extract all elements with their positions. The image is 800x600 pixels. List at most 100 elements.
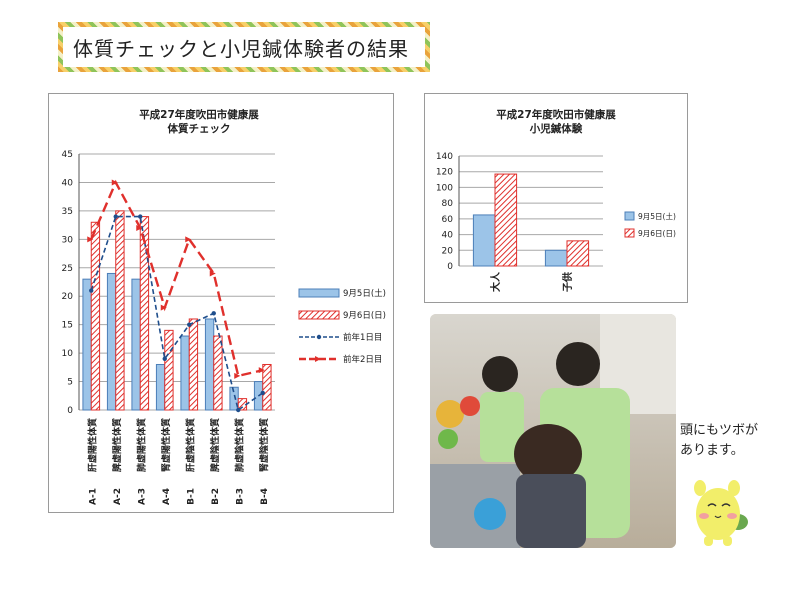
category-label: 腎虚陽性体質 xyxy=(160,418,172,472)
category-label-group: 大人 xyxy=(489,271,502,292)
legend-label: 前年1日目 xyxy=(343,332,382,343)
category-label-group: 肝虚陽性体質 xyxy=(86,418,98,472)
y-tick-label: 120 xyxy=(436,168,453,178)
bar xyxy=(82,278,92,411)
y-tick-label: 40 xyxy=(62,178,74,188)
y-tick-label: 35 xyxy=(62,207,73,217)
category-code-group: B-3 xyxy=(235,488,245,505)
chart-title: 小児鍼体験 xyxy=(529,122,583,135)
category-code-group: B-1 xyxy=(186,488,196,505)
y-tick-label: 5 xyxy=(67,378,73,388)
series-point xyxy=(211,311,216,316)
y-tick-label: 25 xyxy=(62,264,73,274)
category-label: 脾虚陽性体質 xyxy=(111,418,123,473)
y-tick-label: 30 xyxy=(62,235,74,245)
category-label: 腎虚陰性体質 xyxy=(258,418,270,472)
legend-swatch xyxy=(298,310,340,320)
category-code-group: A-4 xyxy=(162,488,172,505)
legend-swatch xyxy=(624,211,635,221)
category-label: 脾虚陰性体質 xyxy=(209,418,221,473)
category-code-label: B-1 xyxy=(186,488,196,505)
category-code-label: A-1 xyxy=(88,488,98,505)
bar xyxy=(155,363,166,411)
bar xyxy=(566,240,590,267)
category-label: 大人 xyxy=(489,271,502,292)
series-point xyxy=(234,372,241,379)
event-photo xyxy=(430,314,676,548)
y-tick-label: 20 xyxy=(442,246,454,256)
category-code-group: B-2 xyxy=(211,488,221,505)
category-label: 肝虚陰性体質 xyxy=(184,418,196,472)
series-point xyxy=(136,224,143,231)
legend-label: 9月6日(日) xyxy=(343,311,386,321)
series-point xyxy=(258,367,265,374)
category-code-label: A-3 xyxy=(137,488,147,505)
y-tick-label: 100 xyxy=(436,183,453,193)
category-label-group: 肺虚陰性体質 xyxy=(233,418,245,472)
series-point xyxy=(209,270,216,277)
series-point xyxy=(162,356,167,361)
pediatric-acupuncture-chart: 平成27年度吹田市健康展 小児鍼体験 0 20 40 60 80 100 120 140 大人 子供 9… xyxy=(424,93,688,303)
category-code-group: A-3 xyxy=(137,488,147,505)
bar xyxy=(106,272,117,411)
series-point xyxy=(138,214,143,219)
bar xyxy=(213,335,223,411)
category-label: 肝虚陽性体質 xyxy=(86,418,98,472)
series-point xyxy=(113,214,118,219)
chart-title: 平成27年度吹田市健康展 xyxy=(139,108,259,121)
y-tick-label: 40 xyxy=(442,231,454,241)
bar xyxy=(164,329,174,411)
category-label-group: 子供 xyxy=(561,272,574,292)
series-line xyxy=(90,179,264,378)
y-tick-label: 80 xyxy=(442,199,454,209)
chart-title: 平成27年度吹田市健康展 xyxy=(496,108,616,121)
bar xyxy=(180,335,190,411)
bar xyxy=(131,278,141,411)
category-label-group: 肺虚陽性体質 xyxy=(135,418,147,472)
category-code-label: B-4 xyxy=(260,488,270,505)
y-tick-label: 10 xyxy=(62,349,74,359)
mascot-character-icon xyxy=(686,470,756,550)
legend-label: 前年2日目 xyxy=(343,354,382,365)
legend-marker xyxy=(315,356,321,362)
bar xyxy=(544,249,568,267)
y-tick-label: 20 xyxy=(62,292,74,302)
series-point xyxy=(87,236,94,243)
category-label: 子供 xyxy=(561,272,574,292)
page-title: 体質チェックと小児鍼体験者の結果 xyxy=(63,27,425,67)
series-point xyxy=(185,236,192,243)
bar xyxy=(494,173,518,267)
y-tick-label: 45 xyxy=(62,150,73,160)
bar xyxy=(204,318,215,411)
category-code-label: A-2 xyxy=(113,488,123,505)
series-point xyxy=(160,304,167,311)
series-point xyxy=(89,288,94,293)
category-label-group: 肝虚陰性体質 xyxy=(184,418,196,472)
category-code-group: A-2 xyxy=(113,488,123,505)
legend-marker xyxy=(316,334,322,340)
caption-line: 頭にもツボが xyxy=(680,423,759,438)
bar xyxy=(139,216,150,411)
legend-swatch xyxy=(624,228,635,238)
bar xyxy=(188,318,199,411)
bar xyxy=(472,214,496,267)
category-label: 肺虚陽性体質 xyxy=(135,418,147,472)
category-code-group: A-1 xyxy=(88,488,98,505)
series-point xyxy=(260,390,265,396)
y-tick-label: 60 xyxy=(442,215,454,225)
category-label-group: 脾虚陽性体質 xyxy=(111,418,123,473)
category-code-label: B-3 xyxy=(235,488,245,505)
y-tick-label: 0 xyxy=(67,406,73,416)
chart-title: 体質チェック xyxy=(168,122,231,135)
legend-label: 9月5日(土) xyxy=(638,211,676,221)
event-photo-illustration xyxy=(430,314,676,548)
category-label-group: 脾虚陰性体質 xyxy=(209,418,221,473)
series-point xyxy=(187,322,192,327)
category-code-group: B-4 xyxy=(260,488,270,505)
category-label-group: 腎虚陽性体質 xyxy=(160,418,172,472)
series-point xyxy=(111,179,118,186)
title-banner: 体質チェックと小児鍼体験者の結果 xyxy=(58,22,430,72)
legend-swatch xyxy=(298,288,340,298)
